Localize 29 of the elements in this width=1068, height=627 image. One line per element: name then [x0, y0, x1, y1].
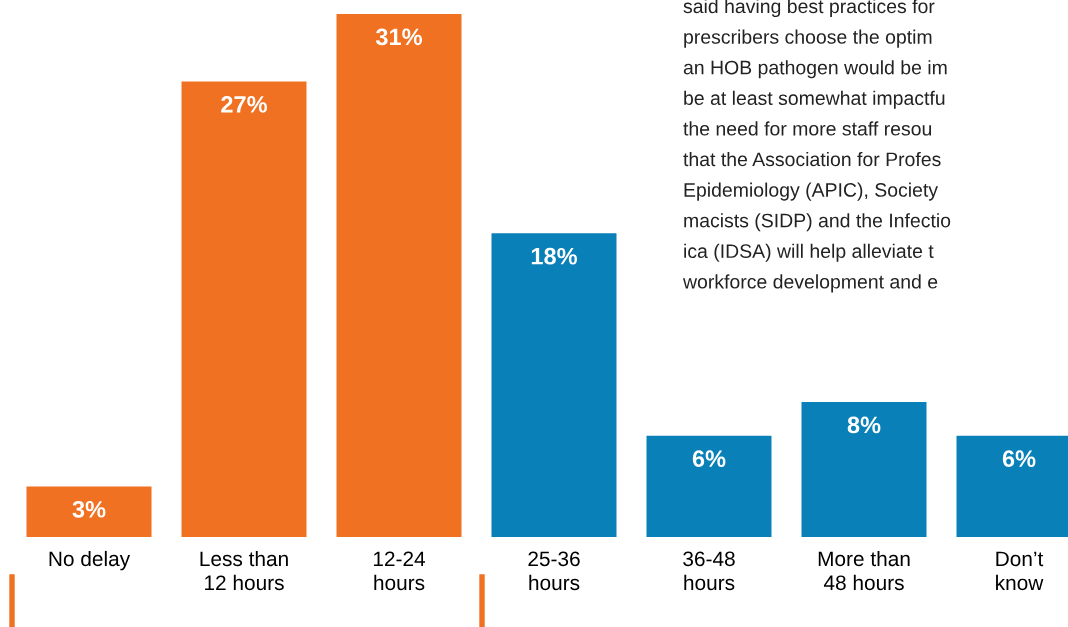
data-label: 3%: [72, 500, 106, 518]
annotation: Epidemiology (APIC), Society: [684, 182, 938, 201]
data-label: 6%: [1002, 450, 1036, 468]
bar: [801, 402, 927, 537]
annotation: that the Association for Profes: [683, 151, 941, 167]
data-label: 8%: [847, 416, 881, 434]
x-tick-label: No delay: [49, 550, 131, 571]
x-tick-label: Less than 12 hours: [200, 550, 288, 591]
annotation: macists (SIDP) and the Infectio: [684, 213, 951, 232]
data-label: 31%: [375, 28, 423, 46]
bar: [181, 81, 307, 537]
bar: [26, 486, 152, 537]
x-tick-label: More than 48 hours: [818, 550, 910, 591]
x-tick-label: 12-24 hours: [373, 551, 426, 591]
annotation: an HOB pathogen would be im: [683, 60, 947, 79]
x-tick-label: Don’t know: [996, 551, 1044, 591]
annotation: the need for more staff resou: [683, 121, 932, 136]
bar: [646, 435, 772, 537]
bar: [336, 14, 462, 537]
annotation: be at least somewhat impactfu: [684, 90, 945, 109]
data-label: 18%: [531, 247, 578, 265]
data-label: 27%: [221, 96, 268, 113]
data-label: 6%: [692, 450, 726, 468]
annotation: ica (IDSA) will help alleviate t: [684, 243, 934, 262]
annotation: workforce development and e: [682, 274, 938, 293]
x-tick-label: 25-36 hours: [528, 551, 580, 591]
bar: [491, 233, 617, 537]
x-tick-label: 36-48 hours: [683, 551, 735, 591]
annotation: prescribers choose the optim: [684, 29, 932, 48]
